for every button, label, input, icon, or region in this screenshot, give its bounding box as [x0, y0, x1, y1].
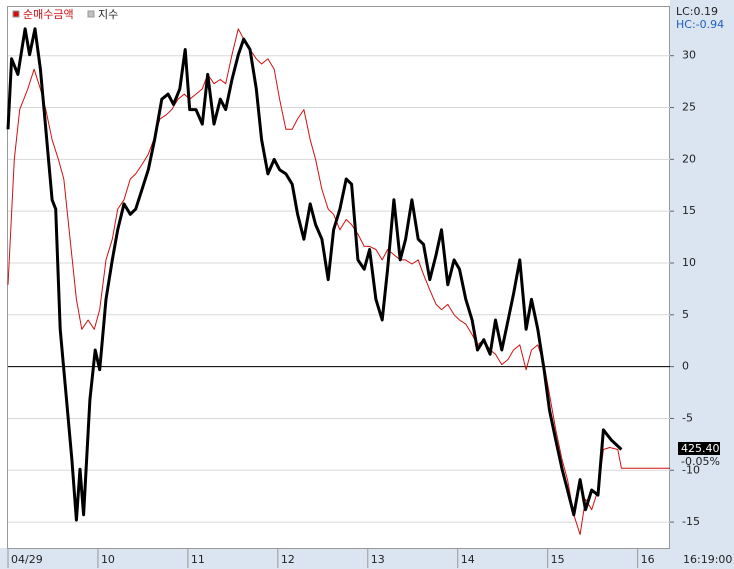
legend-swatch	[12, 10, 20, 18]
legend-label: 지수	[98, 8, 118, 21]
x-tick-label: 10	[101, 553, 115, 566]
right-axis-panel	[670, 0, 734, 569]
series-line	[7, 28, 670, 535]
x-tick-label: 14	[461, 553, 475, 566]
y-tick-label: 10	[682, 256, 696, 269]
legend-swatch	[87, 10, 95, 18]
x-tick-label: 16	[641, 553, 655, 566]
y-tick-label: 20	[682, 152, 696, 165]
x-tick-label: 13	[371, 553, 385, 566]
y-tick-label: 0	[682, 360, 689, 373]
x-tick-label: 04/29	[11, 553, 43, 566]
time-label: 16:19:00	[683, 553, 732, 566]
lc-label: LC:0.19	[676, 5, 718, 18]
plot-frame	[7, 6, 670, 549]
y-tick-label: 30	[682, 49, 696, 62]
x-tick-label: 11	[191, 553, 205, 566]
current-value: 425.40	[681, 442, 720, 455]
y-tick-label: 15	[682, 204, 696, 217]
y-tick-label: -5	[682, 411, 693, 424]
series-line	[6, 27, 623, 522]
x-tick-label: 15	[551, 553, 565, 566]
y-tick-label: 25	[682, 101, 696, 114]
value-box	[678, 442, 720, 455]
x-tick-label: 12	[281, 553, 295, 566]
current-change: -0.05%	[681, 455, 720, 468]
hc-label: HC:-0.94	[676, 18, 724, 31]
y-tick-label: 5	[682, 308, 689, 321]
y-tick-label: -10	[682, 463, 700, 476]
legend: 순매수금액 지수	[12, 8, 118, 21]
legend-label: 순매수금액	[23, 8, 74, 21]
y-tick-label: -15	[682, 515, 700, 528]
bottom-axis-panel	[0, 548, 670, 569]
